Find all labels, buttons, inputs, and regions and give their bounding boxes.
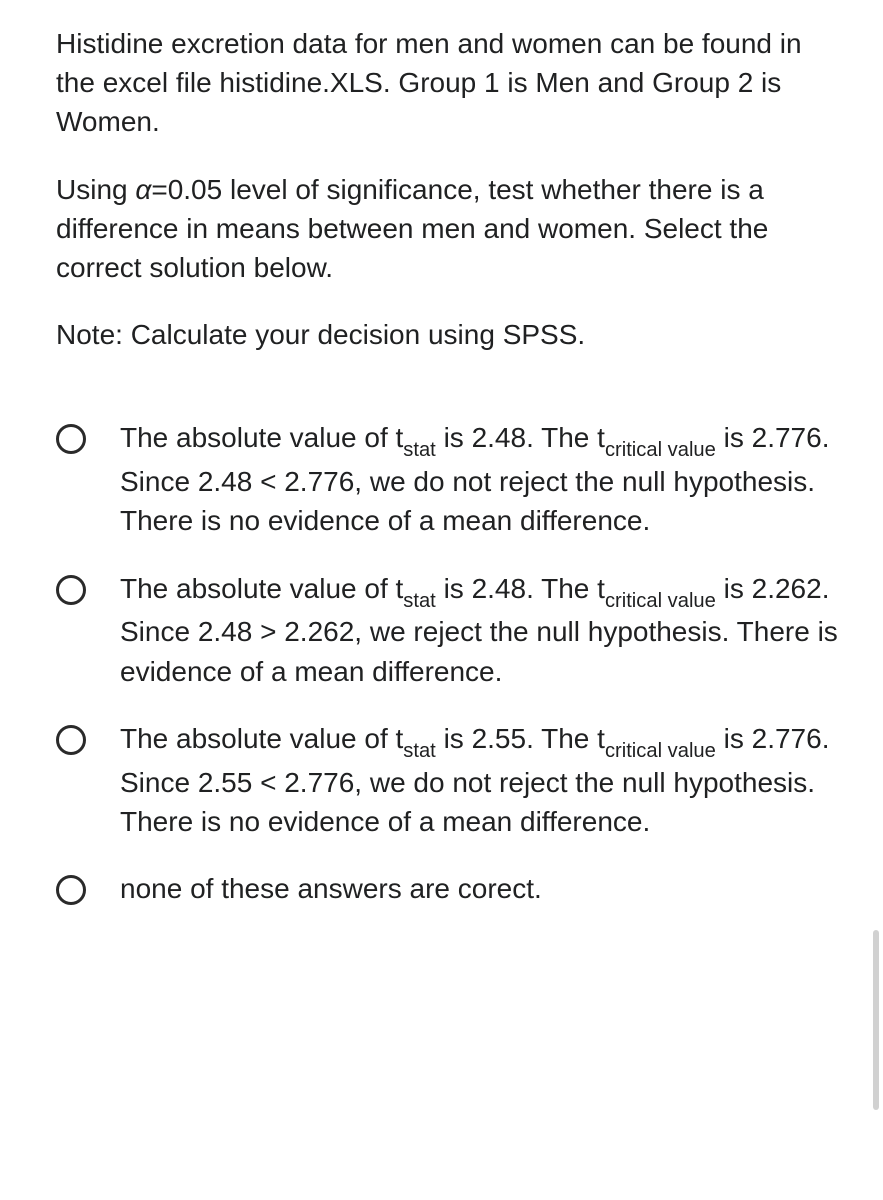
- options-group: The absolute value of tstat is 2.48. The…: [56, 418, 843, 908]
- option-2[interactable]: The absolute value of tstat is 2.48. The…: [56, 569, 843, 691]
- t-stat: tstat: [396, 422, 436, 453]
- option-1[interactable]: The absolute value of tstat is 2.48. The…: [56, 418, 843, 540]
- question-page: Histidine excretion data for men and wom…: [0, 0, 883, 976]
- text-fragment: =0.05 level of significance, test whethe…: [56, 174, 768, 283]
- option-text: The absolute value of tstat is 2.55. The…: [120, 719, 843, 841]
- option-4[interactable]: none of these answers are corect.: [56, 869, 843, 908]
- t-critical: tcritical value: [597, 723, 716, 754]
- text-fragment: The absolute value of: [120, 573, 396, 604]
- t-label: t: [597, 723, 605, 754]
- text-fragment: The absolute value of: [120, 422, 396, 453]
- text-fragment: is 2.48. The: [436, 422, 597, 453]
- t-critical: tcritical value: [597, 573, 716, 604]
- t-sub-stat: stat: [403, 439, 436, 461]
- t-sub-critical: critical value: [605, 439, 716, 461]
- radio-icon[interactable]: [56, 575, 86, 605]
- question-paragraph-1: Histidine excretion data for men and wom…: [56, 24, 843, 142]
- radio-icon[interactable]: [56, 875, 86, 905]
- t-sub-critical: critical value: [605, 740, 716, 762]
- text-fragment: is 2.55. The: [436, 723, 597, 754]
- radio-icon[interactable]: [56, 424, 86, 454]
- t-sub-stat: stat: [403, 740, 436, 762]
- question-paragraph-2: Using α=0.05 level of significance, test…: [56, 170, 843, 288]
- scrollbar-thumb[interactable]: [873, 930, 879, 1110]
- radio-icon[interactable]: [56, 725, 86, 755]
- option-text: The absolute value of tstat is 2.48. The…: [120, 569, 843, 691]
- text-fragment: Using: [56, 174, 135, 205]
- t-stat: tstat: [396, 573, 436, 604]
- text-fragment: is 2.48. The: [436, 573, 597, 604]
- text-fragment: The absolute value of: [120, 723, 396, 754]
- t-sub-stat: stat: [403, 590, 436, 612]
- t-critical: tcritical value: [597, 422, 716, 453]
- alpha-symbol: α: [135, 174, 151, 205]
- question-paragraph-3: Note: Calculate your decision using SPSS…: [56, 315, 843, 354]
- t-label: t: [597, 573, 605, 604]
- t-sub-critical: critical value: [605, 590, 716, 612]
- option-3[interactable]: The absolute value of tstat is 2.55. The…: [56, 719, 843, 841]
- t-label: t: [597, 422, 605, 453]
- option-text: none of these answers are corect.: [120, 869, 843, 908]
- option-text: The absolute value of tstat is 2.48. The…: [120, 418, 843, 540]
- t-stat: tstat: [396, 723, 436, 754]
